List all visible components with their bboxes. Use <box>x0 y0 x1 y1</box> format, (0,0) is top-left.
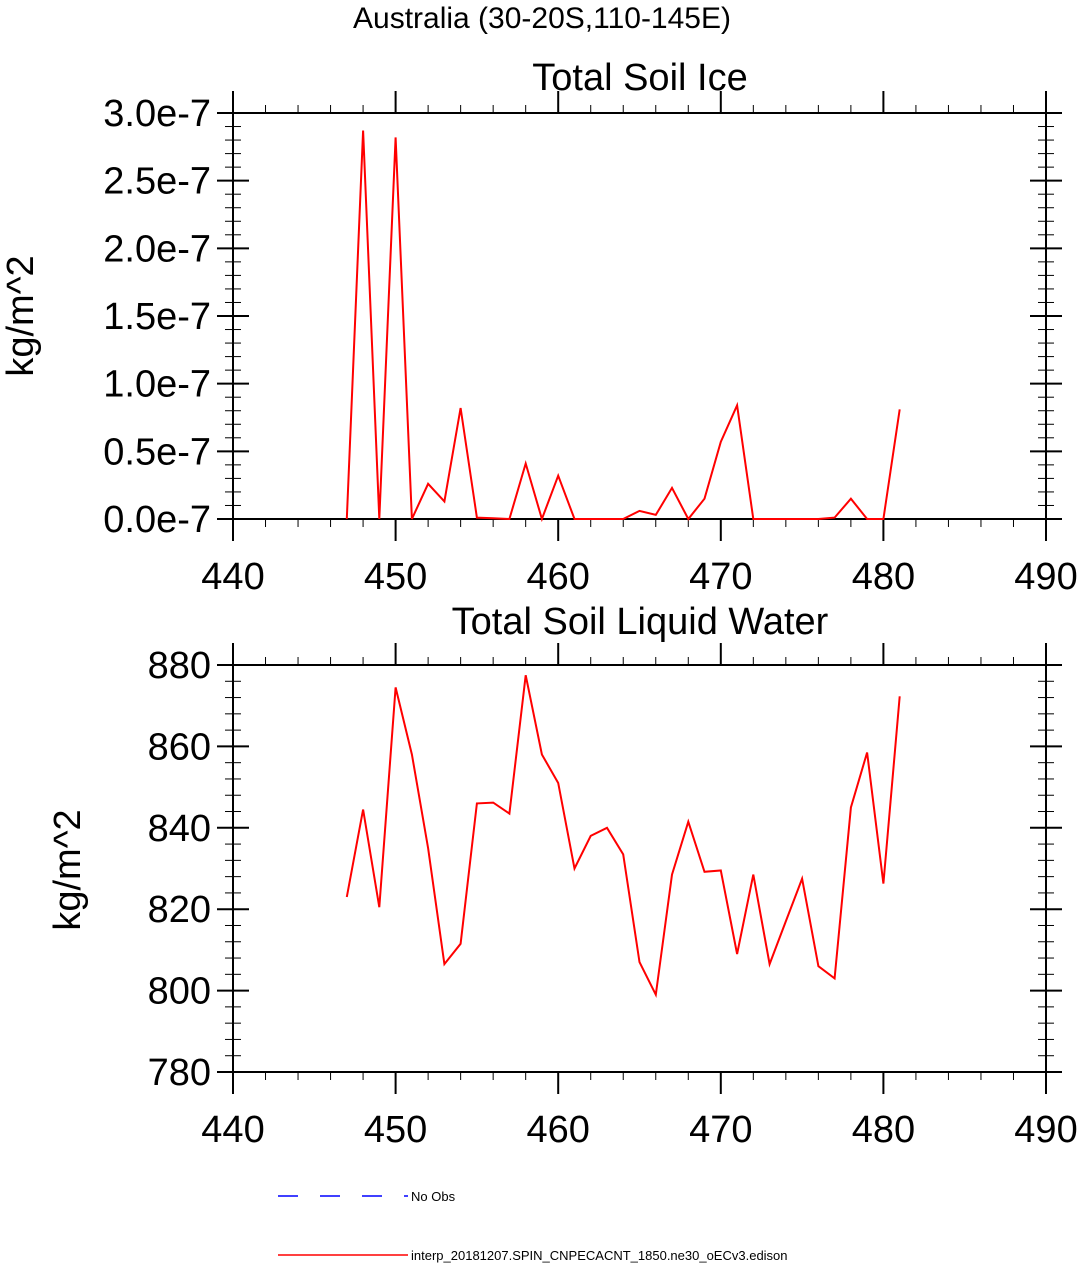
series-line <box>345 674 901 999</box>
x-tick-label: 460 <box>526 556 589 598</box>
y-tick-label: 0.0e-7 <box>103 499 211 541</box>
y-tick-label: 2.5e-7 <box>103 161 211 203</box>
soil-ice-panel: Total Soil Ice kg/m^2 440 450 460 470 480 490… <box>0 57 1078 598</box>
plot-frame <box>232 664 1047 1073</box>
soil-ice-ylabel: kg/m^2 <box>0 255 42 376</box>
x-tick-label: 470 <box>689 1109 752 1151</box>
x-tick-label: 440 <box>201 556 264 598</box>
y-tick-label: 3.0e-7 <box>103 93 211 135</box>
figure-title: Australia (30-20S,110-145E) <box>353 2 731 35</box>
y-tick-label: 1.0e-7 <box>103 364 211 406</box>
y-tick-label: 880 <box>148 645 211 687</box>
soil-water-title: Total Soil Liquid Water <box>452 601 829 643</box>
x-tick-label: 480 <box>852 1109 915 1151</box>
y-tick-label: 800 <box>148 971 211 1013</box>
soil-water-panel: Total Soil Liquid Water kg/m^2 440 450 460… <box>47 601 1078 1151</box>
x-tick-label: 440 <box>201 1109 264 1151</box>
y-tick-label: 1.5e-7 <box>103 296 211 338</box>
x-tick-label: 490 <box>1014 556 1077 598</box>
soil-ice-axes: 440 450 460 470 480 490 0.0e-7 0.5e-7 1.0e-7 1.5e… <box>103 91 1078 598</box>
soil-water-ylabel: kg/m^2 <box>47 809 89 930</box>
soil-ice-title: Total Soil Ice <box>532 57 747 99</box>
y-tick-label: 780 <box>148 1052 211 1094</box>
x-tick-label: 450 <box>364 556 427 598</box>
y-tick-label: 2.0e-7 <box>103 228 211 270</box>
legend-model-label: interp_20181207.SPIN_CNPECACNT_1850.ne30… <box>411 1248 788 1263</box>
y-tick-label: 0.5e-7 <box>103 431 211 473</box>
soil-water-axes: 440 450 460 470 480 490 780 800 820 840 860 880 <box>148 643 1078 1151</box>
x-tick-label: 490 <box>1014 1109 1077 1151</box>
legend: No Obs interp_20181207.SPIN_CNPECACNT_18… <box>278 1189 788 1263</box>
y-tick-label: 820 <box>148 889 211 931</box>
x-tick-label: 450 <box>364 1109 427 1151</box>
x-tick-label: 460 <box>526 1109 589 1151</box>
legend-no-obs-label: No Obs <box>411 1189 456 1204</box>
x-tick-label: 480 <box>852 556 915 598</box>
series-line <box>345 130 901 523</box>
y-tick-label: 840 <box>148 808 211 850</box>
x-tick-label: 470 <box>689 556 752 598</box>
y-tick-label: 860 <box>148 726 211 768</box>
